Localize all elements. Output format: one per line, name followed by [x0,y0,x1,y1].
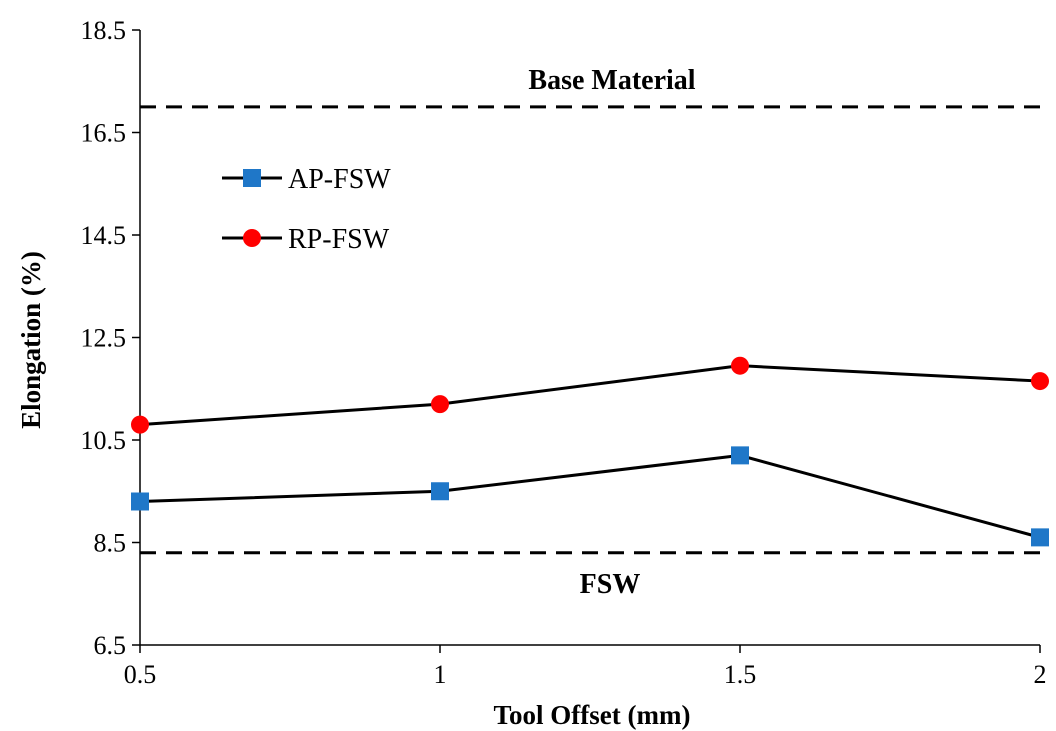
legend-marker [243,229,261,247]
x-tick-label: 0.5 [124,660,157,689]
data-point-rp-fsw [431,395,449,414]
series-line-ap-fsw [139,453,1041,539]
y-tick-label: 8.5 [94,529,127,558]
legend: AP-FSW RP-FSW [222,164,391,255]
reference-lines: Base Material FSW [140,65,1040,600]
x-tick-label: 1.5 [724,660,757,689]
series-markers [131,356,1049,547]
y-tick-label: 10.5 [81,426,127,455]
x-axis-ticks: 0.5 1 1.5 2 [124,645,1047,689]
legend-marker [243,169,261,187]
y-tick-label: 6.5 [94,631,127,660]
series-lines [139,364,1041,539]
series-line-rp-fsw [139,364,1041,427]
data-point-rp-fsw [1031,372,1049,391]
reference-line-label: FSW [580,569,641,600]
y-axis-title: Elongation (%) [16,251,46,429]
reference-line-label: Base Material [528,65,695,96]
y-tick-label: 18.5 [81,16,127,45]
y-tick-label: 16.5 [81,119,127,148]
legend-label: RP-FSW [288,224,390,255]
x-axis-title: Tool Offset (mm) [494,700,691,730]
x-tick-label: 1 [434,660,447,689]
y-tick-label: 12.5 [81,324,127,353]
x-tick-label: 2 [1034,660,1047,689]
y-axis-ticks: 6.5 8.5 10.5 12.5 14.5 16.5 18.5 [81,16,140,660]
legend-label: AP-FSW [288,164,391,195]
data-point-ap-fsw [131,492,149,511]
data-point-rp-fsw [731,356,749,375]
data-point-ap-fsw [1031,528,1049,547]
data-point-rp-fsw [131,415,149,434]
y-tick-label: 14.5 [81,221,127,250]
data-point-ap-fsw [431,482,449,501]
data-point-ap-fsw [731,446,749,465]
